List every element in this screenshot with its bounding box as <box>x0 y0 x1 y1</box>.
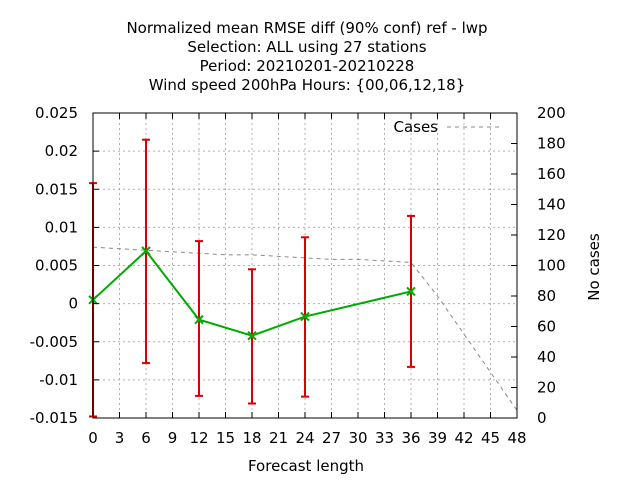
diff-point-marker <box>247 330 257 341</box>
y-left-tick-label: 0.015 <box>35 180 78 198</box>
cases-series <box>92 246 518 411</box>
x-axis-ticks: 0 3 6 9 12 15 18 21 24 27 30 33 36 39 42 45 48 <box>88 113 527 447</box>
y-right-tick-label: 20 <box>537 379 556 397</box>
legend: Cases <box>393 118 500 136</box>
y-right-tick-label: 0 <box>537 409 547 427</box>
y-right-tick-label: 120 <box>537 226 566 244</box>
diff-point-marker <box>406 286 416 297</box>
y-left-tick-label: 0.005 <box>35 257 78 275</box>
diff-line <box>92 249 412 337</box>
diff-point-marker <box>194 314 204 325</box>
y-left-tick-label: 0.02 <box>45 142 78 160</box>
y-left-tick-label: 0.025 <box>35 104 78 122</box>
x-tick-label: 9 <box>168 429 178 447</box>
title-line-1: Normalized mean RMSE diff (90% conf) ref… <box>126 19 487 37</box>
y-right-tick-label: 200 <box>537 104 566 122</box>
legend-cases-label: Cases <box>393 118 438 136</box>
error-bars <box>89 138 415 418</box>
grid <box>93 113 517 418</box>
title-line-3: Period: 20210201-20210228 <box>200 57 415 75</box>
x-tick-label: 48 <box>507 429 526 447</box>
title-line-2: Selection: ALL using 27 stations <box>187 38 426 56</box>
y-left-tick-label: 0.01 <box>45 218 78 236</box>
x-tick-label: 42 <box>454 429 473 447</box>
x-axis-label: Forecast length <box>248 457 364 475</box>
x-tick-label: 12 <box>189 429 208 447</box>
x-tick-label: 45 <box>481 429 500 447</box>
y-right-tick-label: 40 <box>537 348 556 366</box>
x-tick-label: 21 <box>269 429 288 447</box>
title-line-4: Wind speed 200hPa Hours: {00,06,12,18} <box>149 76 466 94</box>
x-tick-label: 36 <box>401 429 420 447</box>
y-right-tick-label: 180 <box>537 135 566 153</box>
cases-line <box>92 246 518 411</box>
y-right-tick-label: 80 <box>537 287 556 305</box>
x-tick-label: 6 <box>141 429 151 447</box>
y-right-tick-label: 140 <box>537 196 566 214</box>
x-tick-label: 0 <box>88 429 98 447</box>
x-tick-label: 15 <box>216 429 235 447</box>
x-tick-label: 33 <box>375 429 394 447</box>
y-left-tick-label: -0.01 <box>39 371 78 389</box>
y-left-tick-label: -0.015 <box>30 409 78 427</box>
y-left-tick-label: -0.005 <box>30 333 78 351</box>
y-right-tick-label: 100 <box>537 257 566 275</box>
x-tick-label: 30 <box>348 429 367 447</box>
x-tick-label: 24 <box>295 429 314 447</box>
x-tick-label: 3 <box>115 429 125 447</box>
y-right-tick-label: 60 <box>537 318 556 336</box>
y-right-axis-label: No cases <box>585 233 603 301</box>
chart-title: Normalized mean RMSE diff (90% conf) ref… <box>126 19 487 94</box>
x-tick-label: 39 <box>428 429 447 447</box>
x-tick-label: 27 <box>322 429 341 447</box>
y-left-axis-ticks: 0.025 0.02 0.015 0.01 0.005 0 -0.005 -0.01 -0.01… <box>30 104 99 427</box>
y-right-tick-label: 160 <box>537 165 566 183</box>
y-left-tick-label: 0 <box>68 295 78 313</box>
x-tick-label: 18 <box>242 429 261 447</box>
diff-point-marker <box>141 246 151 256</box>
diff-point-marker <box>300 311 310 322</box>
